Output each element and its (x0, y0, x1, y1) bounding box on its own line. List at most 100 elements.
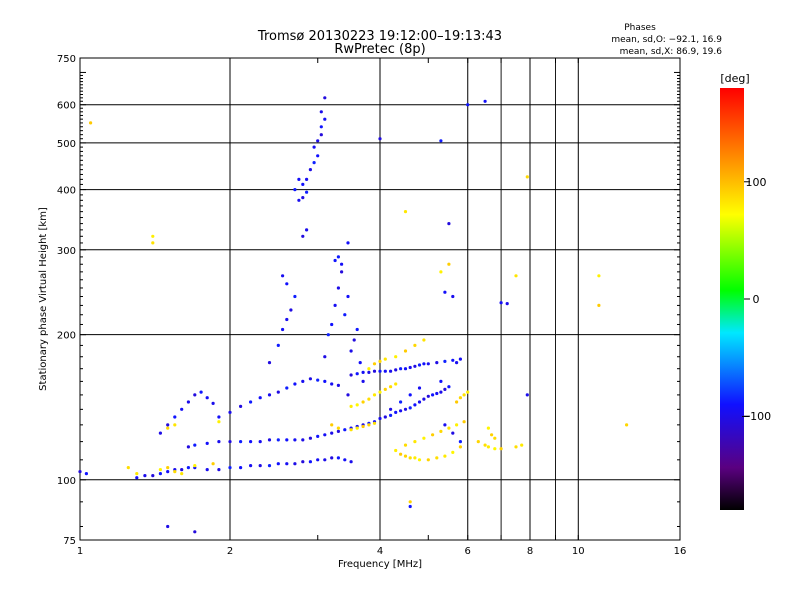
data-point (455, 423, 459, 427)
data-point (158, 431, 162, 435)
data-point (293, 188, 297, 192)
data-point (349, 428, 353, 432)
data-point (340, 262, 344, 266)
data-point (394, 382, 398, 386)
x-tick-label: 2 (227, 546, 233, 557)
data-point (228, 466, 232, 470)
data-point (78, 470, 82, 474)
data-point (458, 357, 462, 361)
data-point (346, 241, 350, 245)
data-point (422, 362, 426, 366)
data-point (281, 327, 285, 332)
stats-o-line: mean, sd,O: −92.1, 16.9 (611, 35, 722, 45)
data-point (499, 447, 503, 451)
data-point (451, 294, 455, 299)
data-point (367, 370, 371, 374)
data-point (285, 282, 289, 286)
x-axis-label: Frequency [MHz] (338, 559, 422, 570)
data-point (316, 458, 320, 462)
data-point (476, 440, 480, 444)
data-point (319, 133, 323, 137)
data-point (349, 460, 353, 464)
data-point (383, 369, 387, 373)
data-point (323, 458, 327, 462)
data-point (211, 462, 215, 466)
data-point (378, 359, 382, 363)
data-point (458, 445, 462, 449)
data-point (211, 401, 215, 405)
data-point (483, 99, 487, 103)
data-point (435, 456, 439, 460)
data-point (378, 369, 382, 373)
data-point (447, 385, 451, 389)
data-point (301, 182, 305, 186)
data-point (520, 443, 524, 447)
data-point (143, 474, 147, 478)
data-point (455, 400, 459, 404)
data-point (285, 386, 289, 390)
colorbar-tick-label: −100 (741, 410, 771, 423)
data-point (293, 462, 297, 466)
data-point (173, 423, 177, 427)
data-point (486, 445, 490, 449)
data-point (394, 355, 398, 359)
data-point (336, 456, 340, 460)
data-point (267, 438, 272, 442)
data-point (422, 397, 426, 401)
data-point (408, 456, 412, 460)
data-point (308, 168, 312, 172)
data-point (408, 393, 412, 397)
data-point (403, 349, 408, 353)
data-point (346, 393, 350, 397)
data-point (343, 428, 347, 432)
data-point (349, 404, 353, 408)
data-point (447, 262, 451, 266)
data-point (166, 466, 170, 470)
plot-area (78, 57, 681, 541)
data-point (355, 327, 359, 332)
data-point (483, 443, 487, 447)
data-point (399, 409, 403, 413)
data-point (301, 196, 305, 200)
data-point (426, 394, 430, 398)
data-point (297, 198, 301, 202)
data-point (301, 460, 305, 464)
data-point (525, 175, 529, 179)
data-point (258, 464, 262, 468)
data-point (466, 390, 470, 394)
data-point (505, 302, 509, 306)
grid-lines (80, 58, 680, 540)
data-point (439, 139, 443, 143)
data-point (323, 117, 327, 121)
data-point (193, 530, 197, 534)
data-point (439, 270, 443, 274)
data-point (330, 456, 334, 460)
data-point (308, 436, 312, 440)
data-point (316, 154, 320, 158)
data-point (336, 286, 340, 290)
data-point (372, 362, 377, 366)
colorbar-tick-label: 100 (746, 176, 767, 189)
data-point (383, 387, 387, 391)
data-point (340, 270, 344, 274)
data-point (367, 367, 371, 371)
data-point (422, 436, 426, 440)
data-point (308, 460, 312, 464)
data-point (343, 313, 347, 317)
data-point (394, 448, 398, 453)
data-point (389, 413, 393, 417)
data-point (413, 456, 417, 460)
x-tick-label: 6 (465, 546, 471, 557)
data-point (205, 441, 209, 445)
data-point (193, 393, 197, 397)
data-point (451, 358, 455, 362)
data-point (258, 440, 262, 444)
y-tick-label: 750 (57, 54, 76, 65)
data-point (451, 431, 455, 435)
data-point (443, 290, 447, 294)
data-point (443, 387, 447, 391)
y-tick-label: 300 (57, 246, 76, 257)
data-point (312, 145, 316, 149)
data-point (408, 504, 412, 509)
